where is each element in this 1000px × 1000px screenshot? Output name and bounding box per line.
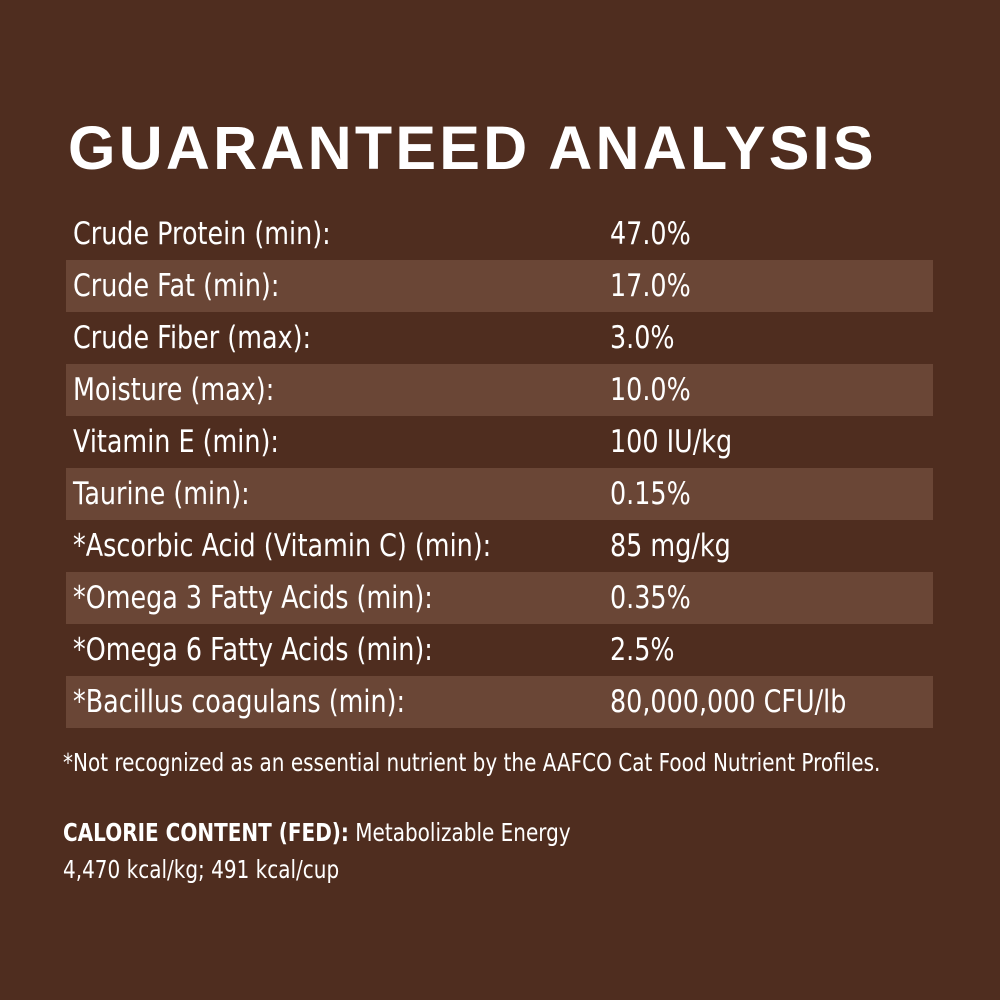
page-title: GUARANTEED ANALYSIS xyxy=(68,114,877,182)
table-row: Moisture (max): 10.0% xyxy=(66,364,933,416)
table-row: *Bacillus coagulans (min): 80,000,000 CFU… xyxy=(66,676,933,728)
nutrient-value: 47.0% xyxy=(610,216,691,252)
nutrient-label: Taurine (min): xyxy=(73,476,250,512)
nutrient-value: 10.0% xyxy=(610,372,691,408)
analysis-table: Crude Protein (min): 47.0% Crude Fat (min)… xyxy=(66,208,933,728)
nutrient-value: 3.0% xyxy=(610,320,675,356)
table-row: Crude Protein (min): 47.0% xyxy=(66,208,933,260)
nutrient-value: 17.0% xyxy=(610,268,691,304)
nutrient-label: Crude Fat (min): xyxy=(73,268,280,304)
nutrient-value: 0.15% xyxy=(610,476,691,512)
calorie-text: Metabolizable Energy xyxy=(348,818,571,847)
calorie-values: 4,470 kcal/kg; 491 kcal/cup xyxy=(63,855,340,884)
table-row: Taurine (min): 0.15% xyxy=(66,468,933,520)
calorie-heading: CALORIE CONTENT (FED): xyxy=(63,818,349,847)
nutrient-label: *Omega 6 Fatty Acids (min): xyxy=(73,632,433,668)
table-row: Crude Fiber (max): 3.0% xyxy=(66,312,933,364)
nutrient-label: *Bacillus coagulans (min): xyxy=(73,684,406,720)
nutrient-value: 85 mg/kg xyxy=(610,528,731,564)
nutrient-label: Moisture (max): xyxy=(73,372,275,408)
nutrient-label: Crude Protein (min): xyxy=(73,216,331,252)
table-row: *Omega 3 Fatty Acids (min): 0.35% xyxy=(66,572,933,624)
nutrient-value: 0.35% xyxy=(610,580,691,616)
table-row: Crude Fat (min): 17.0% xyxy=(66,260,933,312)
table-row: *Ascorbic Acid (Vitamin C) (min): 85 mg/k… xyxy=(66,520,933,572)
table-row: Vitamin E (min): 100 IU/kg xyxy=(66,416,933,468)
nutrient-label: Vitamin E (min): xyxy=(73,424,279,460)
nutrient-value: 80,000,000 CFU/lb xyxy=(610,684,847,720)
table-row: *Omega 6 Fatty Acids (min): 2.5% xyxy=(66,624,933,676)
nutrient-label: Crude Fiber (max): xyxy=(73,320,312,356)
footnote: *Not recognized as an essential nutrient… xyxy=(63,748,881,777)
nutrient-value: 100 IU/kg xyxy=(610,424,733,460)
calorie-content: CALORIE CONTENT (FED): Metabolizable Ene… xyxy=(63,814,571,888)
nutrient-value: 2.5% xyxy=(610,632,675,668)
nutrient-label: *Omega 3 Fatty Acids (min): xyxy=(73,580,433,616)
nutrient-label: *Ascorbic Acid (Vitamin C) (min): xyxy=(73,528,492,564)
